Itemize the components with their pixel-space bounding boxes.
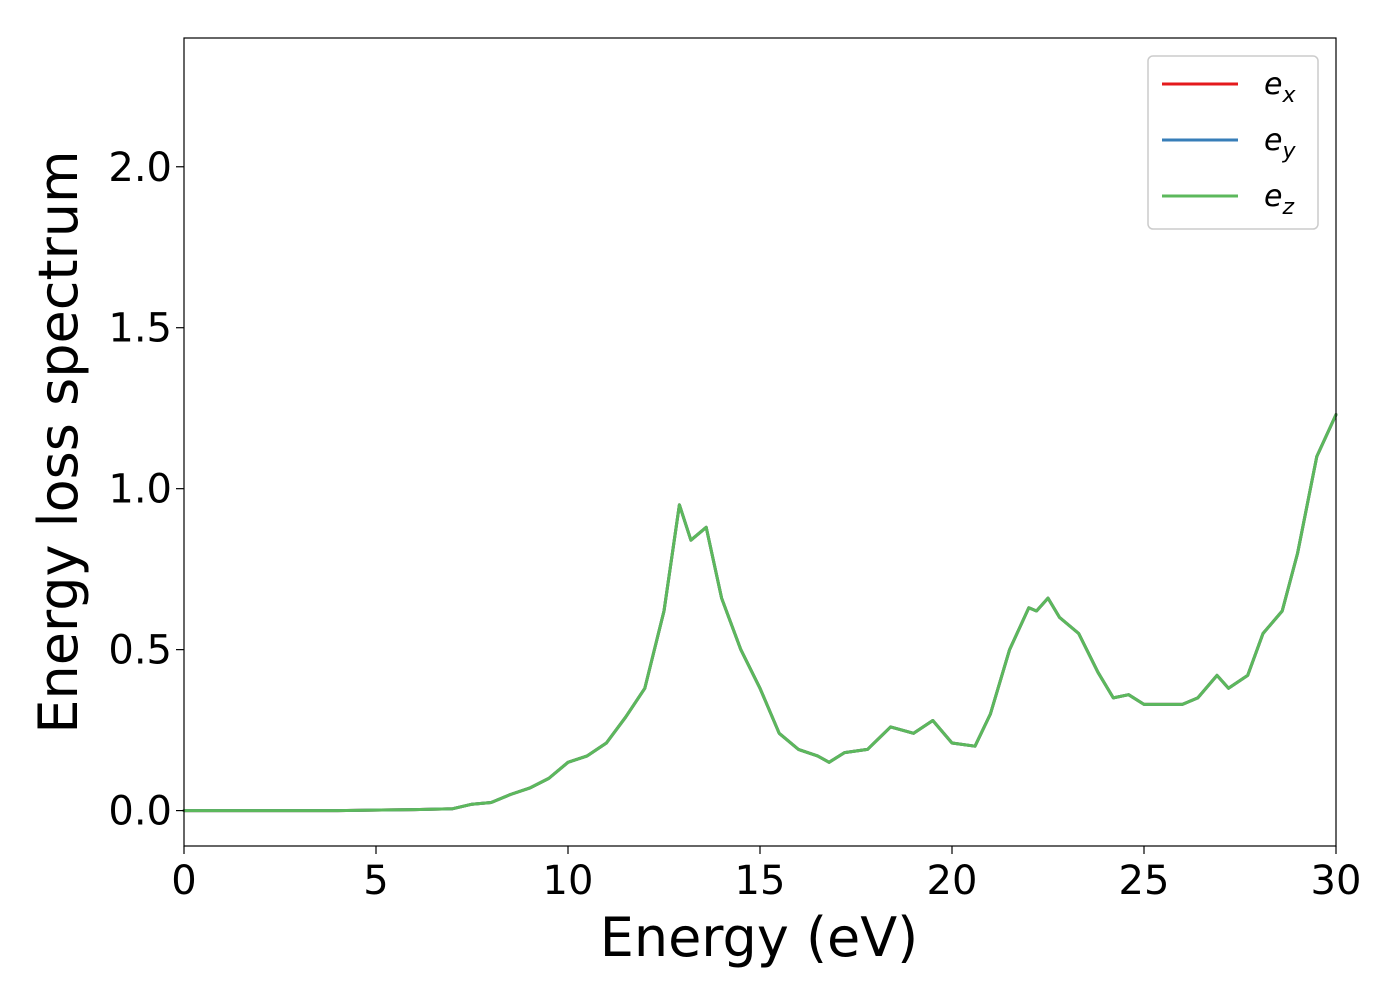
y-axis-title: Energy loss spectrum: [27, 150, 90, 733]
series-line-e-y: [182, 413, 1338, 813]
x-tick-label: 30: [1311, 858, 1362, 904]
x-tick-label: 15: [735, 858, 786, 904]
x-axis-ticks: 0 5 10 15 20 25 30: [171, 846, 1361, 904]
series-line-e-z: [182, 413, 1338, 813]
y-tick-label: 0.0: [108, 789, 172, 835]
series-line-e-x: [182, 413, 1338, 813]
y-tick-label: 1.0: [108, 467, 172, 513]
x-axis-title: Energy (eV): [600, 906, 919, 969]
x-tick-label: 20: [927, 858, 978, 904]
y-tick-label: 2.0: [108, 145, 172, 191]
axes-frame: [183, 37, 1337, 847]
x-tick-label: 0: [171, 858, 196, 904]
legend-label-z: ez: [1264, 179, 1294, 220]
legend-label-x: ex: [1264, 67, 1296, 108]
y-tick-label: 0.5: [108, 628, 172, 674]
plot-area: [182, 413, 1338, 813]
x-tick-label: 25: [1119, 858, 1170, 904]
legend: ex ey ez: [1147, 55, 1319, 230]
legend-box: [1147, 55, 1319, 230]
x-tick-label: 5: [363, 858, 388, 904]
x-tick-label: 10: [543, 858, 594, 904]
legend-label-y: ey: [1264, 123, 1296, 164]
legend-items: ex ey ez: [1162, 67, 1296, 220]
y-tick-label: 1.5: [108, 306, 172, 352]
y-axis-ticks: 0.0 0.5 1.0 1.5 2.0: [108, 145, 184, 835]
